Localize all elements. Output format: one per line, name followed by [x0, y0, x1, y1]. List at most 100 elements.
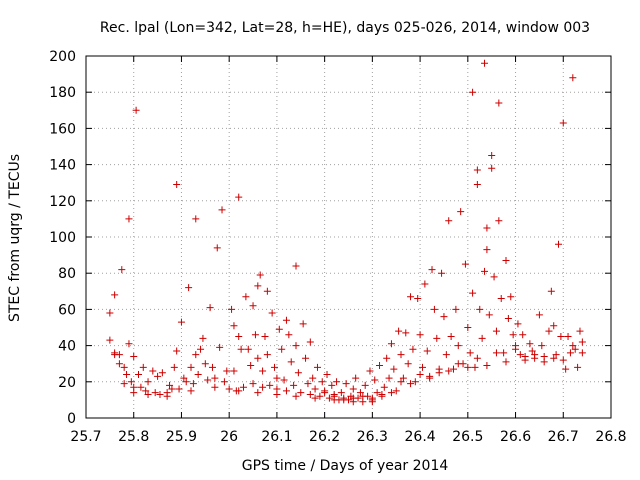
data-point	[545, 327, 553, 335]
data-point	[166, 381, 174, 389]
data-point	[259, 367, 267, 375]
data-point	[473, 354, 481, 362]
data-point	[218, 206, 226, 214]
data-point	[464, 324, 472, 331]
data-point	[282, 316, 290, 324]
data-point	[318, 378, 326, 386]
data-point	[442, 351, 450, 359]
data-point	[407, 380, 415, 388]
data-point	[550, 354, 558, 362]
data-point	[242, 293, 250, 301]
y-tick-label: 200	[49, 49, 76, 65]
data-point	[256, 271, 264, 279]
data-point	[390, 365, 398, 373]
data-point	[175, 385, 183, 393]
data-point	[192, 351, 200, 359]
data-point	[507, 293, 515, 301]
data-point	[576, 327, 584, 335]
data-point	[500, 349, 508, 357]
data-point	[421, 280, 429, 288]
data-point	[569, 342, 577, 350]
data-point	[540, 358, 548, 366]
data-point	[356, 389, 364, 397]
data-point	[371, 376, 379, 384]
data-point	[237, 345, 245, 353]
data-point	[535, 311, 543, 319]
data-point	[478, 334, 486, 342]
data-point	[564, 333, 572, 341]
data-point	[495, 99, 503, 107]
data-point	[185, 284, 193, 292]
data-point	[259, 383, 267, 391]
data-point	[509, 331, 517, 339]
data-point	[445, 217, 453, 225]
data-point	[273, 390, 281, 398]
data-point	[115, 360, 123, 368]
data-point	[268, 309, 276, 317]
data-point	[311, 385, 319, 393]
data-point	[368, 398, 376, 406]
data-point	[550, 322, 558, 330]
data-point	[278, 345, 286, 353]
data-point	[111, 349, 119, 357]
data-point	[149, 367, 157, 375]
data-point	[297, 389, 305, 397]
data-point	[373, 389, 381, 397]
data-point	[163, 392, 171, 400]
data-point	[323, 371, 331, 379]
y-tick-label: 160	[49, 121, 76, 137]
data-point	[450, 365, 457, 373]
data-point	[528, 347, 536, 355]
data-point	[142, 387, 150, 395]
data-point	[481, 267, 489, 275]
data-point	[118, 266, 126, 274]
data-point	[211, 383, 219, 391]
data-point	[111, 291, 119, 299]
data-point	[418, 363, 426, 371]
data-point	[397, 351, 405, 359]
data-point	[321, 389, 329, 397]
plot-frame	[85, 55, 612, 419]
data-point	[547, 287, 555, 295]
x-tick-label: 25.8	[118, 429, 149, 445]
y-tick-label: 20	[58, 375, 76, 391]
data-point	[385, 374, 393, 382]
data-point	[435, 365, 443, 373]
data-point	[273, 374, 281, 382]
data-point	[383, 354, 391, 362]
data-point	[552, 351, 560, 359]
data-point	[130, 352, 138, 360]
data-point	[471, 363, 479, 371]
data-point	[521, 356, 529, 364]
data-point	[387, 340, 395, 348]
data-point	[574, 363, 582, 371]
data-point	[292, 342, 300, 350]
data-point	[189, 380, 197, 388]
data-point	[378, 390, 386, 398]
data-points	[106, 59, 586, 406]
chart-title: Rec. lpal (Lon=342, Lat=28, h=HE), days …	[100, 20, 590, 36]
data-point	[235, 193, 243, 201]
data-point	[156, 390, 164, 398]
data-point	[151, 389, 159, 397]
data-point	[466, 349, 474, 357]
data-point	[220, 378, 228, 386]
data-point	[562, 365, 570, 373]
data-point	[125, 215, 133, 223]
data-point	[306, 338, 314, 346]
data-point	[469, 88, 477, 96]
data-point	[349, 385, 357, 393]
data-point	[380, 383, 388, 391]
x-tick-label: 26.1	[261, 429, 292, 445]
data-point	[411, 378, 419, 386]
data-point	[158, 369, 166, 377]
data-point	[206, 304, 214, 312]
data-point	[130, 389, 138, 397]
data-point	[208, 363, 216, 371]
data-point	[225, 385, 233, 393]
data-point	[469, 289, 477, 297]
x-axis-label: GPS time / Days of year 2014	[242, 458, 449, 474]
data-point	[516, 351, 524, 359]
data-point	[514, 320, 522, 328]
data-point	[409, 345, 417, 353]
